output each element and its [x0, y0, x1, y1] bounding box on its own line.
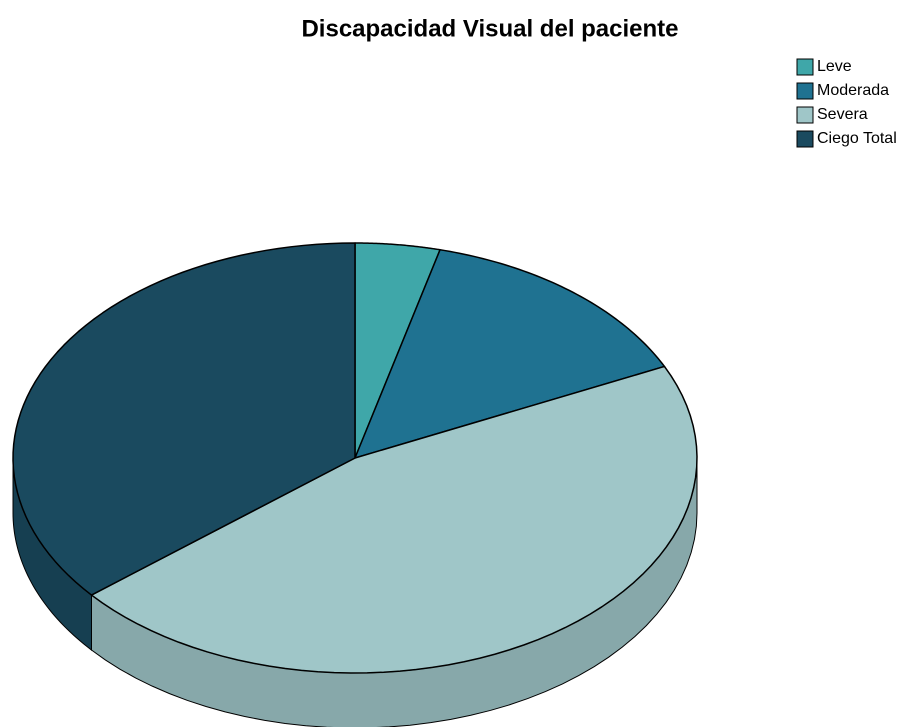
legend-swatch	[796, 106, 814, 124]
legend-swatch	[796, 58, 814, 76]
legend-label: Leve	[817, 58, 852, 75]
legend-label: Moderada	[817, 82, 889, 99]
slice	[12, 242, 356, 596]
slice	[354, 249, 666, 459]
legend-label: Ciego Total	[817, 130, 897, 147]
legend-swatch	[796, 82, 814, 100]
chart-title: Discapacidad Visual del paciente	[301, 15, 678, 42]
legend-swatch	[796, 130, 814, 148]
slice	[90, 365, 698, 674]
legend-label: Severa	[817, 106, 868, 123]
